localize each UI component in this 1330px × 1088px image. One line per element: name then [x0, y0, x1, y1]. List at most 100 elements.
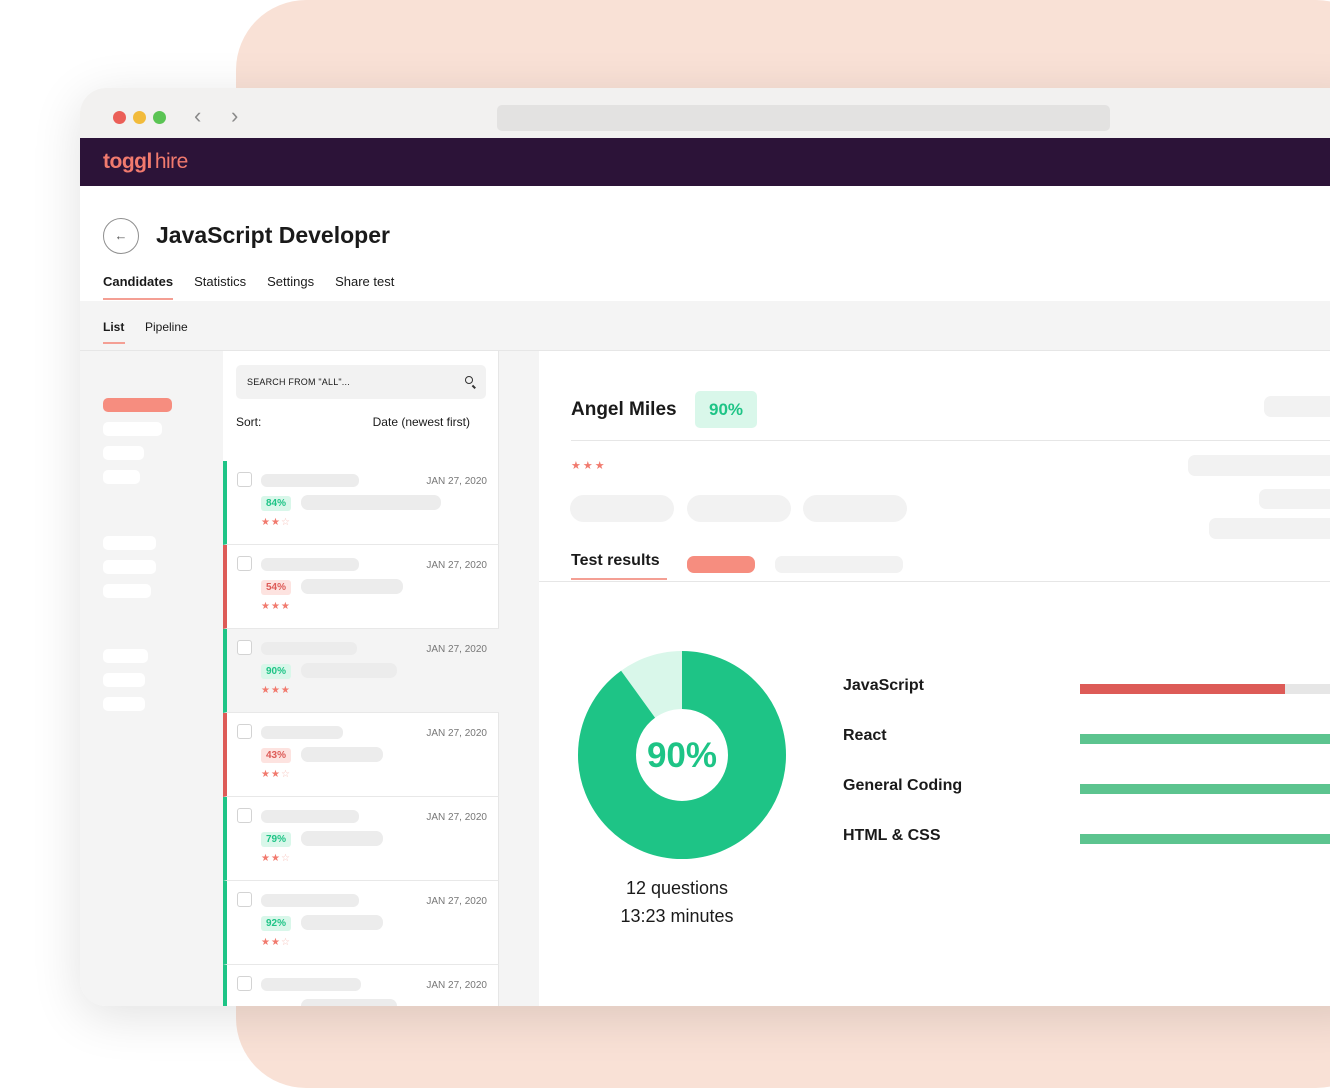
candidate-checkbox[interactable] [237, 556, 252, 571]
candidate-rating-stars[interactable]: ★★☆ [261, 769, 291, 780]
filter-item[interactable] [103, 422, 162, 436]
candidate-tag[interactable] [570, 495, 674, 522]
close-window-dot[interactable] [113, 111, 126, 124]
filter-item[interactable] [103, 446, 144, 460]
tab-statistics[interactable]: Statistics [194, 274, 247, 289]
candidate-name-placeholder [261, 726, 343, 739]
candidate-email-placeholder [301, 915, 383, 930]
candidate-name-placeholder [261, 474, 359, 487]
tab-placeholder[interactable] [687, 556, 755, 573]
candidate-checkbox[interactable] [237, 808, 252, 823]
skill-bar-track [1080, 784, 1330, 794]
candidate-row[interactable]: 79% ★★☆ JAN 27, 2020 [223, 797, 499, 881]
candidate-email-placeholder [301, 831, 383, 846]
candidate-row[interactable]: 54% ★★★ JAN 27, 2020 [223, 545, 499, 629]
forward-arrow-icon[interactable]: › [231, 103, 239, 128]
test-duration: 13:23 minutes [620, 906, 734, 926]
minimize-window-dot[interactable] [133, 111, 146, 124]
info-placeholder [1209, 518, 1330, 539]
filter-item-active[interactable] [103, 398, 172, 412]
tab-settings[interactable]: Settings [267, 274, 315, 289]
candidate-date: JAN 27, 2020 [426, 812, 487, 823]
candidate-email-placeholder [301, 579, 403, 594]
skill-bar-fill [1080, 834, 1330, 844]
filter-item[interactable] [103, 697, 145, 711]
tab-test-results[interactable]: Test results [571, 552, 660, 569]
tab-share-test[interactable]: Share test [335, 274, 395, 289]
search-icon[interactable] [465, 376, 473, 384]
candidate-row[interactable]: 90% ★★★ JAN 27, 2020 [223, 629, 499, 713]
candidate-rating-stars[interactable]: ★★☆ [261, 937, 291, 948]
main-tabs: Candidates Statistics Settings Share tes… [103, 274, 395, 300]
filter-item[interactable] [103, 560, 156, 574]
info-placeholder [1188, 455, 1330, 476]
active-tab-indicator [571, 578, 667, 580]
tab-candidates[interactable]: Candidates [103, 274, 174, 300]
filter-item[interactable] [103, 584, 151, 598]
search-input[interactable]: SEARCH FROM "ALL"... [236, 365, 486, 399]
candidate-rating-stars[interactable]: ★★★ [261, 685, 291, 696]
candidate-tag[interactable] [687, 495, 791, 522]
candidate-email-placeholder [301, 747, 383, 762]
skill-bar-track [1080, 684, 1330, 694]
back-arrow-icon[interactable]: ‹ [194, 103, 202, 128]
candidate-name-placeholder [261, 810, 359, 823]
skill-bar-fill [1080, 684, 1286, 694]
candidate-row[interactable]: 43% ★★☆ JAN 27, 2020 [223, 713, 499, 797]
skill-label: JavaScript [843, 677, 924, 694]
question-count: 12 questions [625, 878, 729, 898]
candidate-checkbox[interactable] [237, 472, 252, 487]
panel-gutter [499, 351, 539, 1006]
skill-bar-fill [1080, 734, 1330, 744]
candidate-score-badge: 84% [261, 496, 292, 511]
header-divider [571, 440, 1330, 441]
candidate-rating-stars[interactable]: ★★☆ [261, 853, 291, 864]
page-title: JavaScript Developer [156, 222, 390, 248]
skill-bar-track [1080, 834, 1330, 844]
candidate-score-badge: 90% [695, 391, 757, 428]
subtab-list[interactable]: List [103, 320, 126, 344]
subtab-pipeline[interactable]: Pipeline [145, 320, 188, 334]
candidate-email-placeholder [301, 999, 397, 1006]
browser-window: ‹ › toggl hire ← JavaScript Developer Can… [80, 88, 1330, 1006]
candidate-date: JAN 27, 2020 [426, 644, 487, 655]
candidate-checkbox[interactable] [237, 640, 252, 655]
filter-item[interactable] [103, 673, 145, 687]
filter-item[interactable] [103, 470, 140, 484]
back-button[interactable]: ← [103, 218, 139, 254]
candidate-detail-panel: Angel Miles 90% ★★★ Test results 90% 12 … [539, 351, 1330, 1006]
skill-bar-fill [1080, 784, 1330, 794]
sort-dropdown[interactable]: Date (newest first) [372, 415, 470, 429]
candidate-name: Angel Miles [571, 399, 677, 420]
action-placeholder[interactable] [1264, 396, 1330, 417]
address-bar[interactable] [497, 105, 1110, 131]
candidate-name-placeholder [261, 978, 361, 991]
candidate-row[interactable]: 92% ★★☆ JAN 27, 2020 [223, 881, 499, 965]
candidate-email-placeholder [301, 663, 397, 678]
candidate-rating-stars[interactable]: ★★☆ [261, 517, 291, 528]
tab-placeholder[interactable] [775, 556, 903, 573]
skill-label: HTML & CSS [843, 827, 941, 844]
skill-label: General Coding [843, 777, 963, 794]
maximize-window-dot[interactable] [153, 111, 166, 124]
filter-sidebar [80, 351, 223, 1006]
candidate-rating-stars[interactable]: ★★★ [261, 601, 291, 612]
candidate-checkbox[interactable] [237, 724, 252, 739]
candidate-checkbox[interactable] [237, 892, 252, 907]
candidate-date: JAN 27, 2020 [426, 896, 487, 907]
candidate-row[interactable]: 84% ★★☆ JAN 27, 2020 [223, 461, 499, 545]
candidate-score-badge: 92% [261, 916, 292, 931]
candidate-tag[interactable] [803, 495, 907, 522]
browser-chrome: ‹ › [80, 88, 1330, 138]
candidate-date: JAN 27, 2020 [426, 728, 487, 739]
filter-item[interactable] [103, 536, 156, 550]
candidate-rating-stars[interactable]: ★★★ [571, 460, 607, 472]
candidate-row[interactable]: JAN 27, 2020 [223, 965, 499, 1006]
filter-item[interactable] [103, 649, 148, 663]
toggl-hire-logo[interactable]: toggl hire [103, 150, 188, 173]
info-placeholder [1259, 489, 1330, 509]
candidate-list-panel: SEARCH FROM "ALL"... Sort: Date (newest … [223, 351, 499, 1006]
candidate-date: JAN 27, 2020 [426, 476, 487, 487]
candidate-score-badge: 90% [261, 664, 292, 679]
candidate-checkbox[interactable] [237, 976, 252, 991]
